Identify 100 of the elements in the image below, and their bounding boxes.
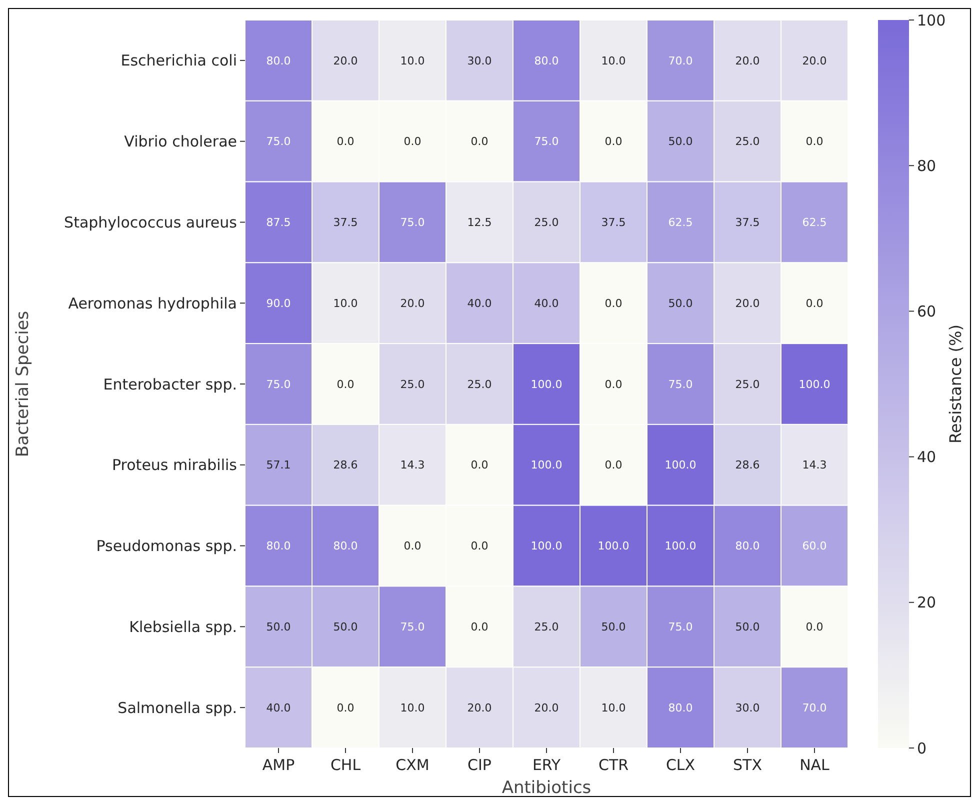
data-label: 20.0 [534,701,559,714]
data-label: 0.0 [470,620,488,634]
data-label: 20.0 [467,701,492,714]
data-label: 0.0 [806,296,824,310]
data-label: 0.0 [604,296,622,310]
data-label: 75.0 [668,378,693,391]
y-tick-label: Klebsiella spp. [129,618,237,636]
y-tick-label: Proteus mirabilis [112,456,238,474]
data-label: 10.0 [400,54,425,68]
data-label: 75.0 [266,135,291,148]
x-tick-label: CIP [468,756,492,774]
data-label: 10.0 [400,701,425,714]
data-label: 62.5 [668,216,693,230]
data-label: 75.0 [400,216,425,230]
data-label: 80.0 [534,54,559,68]
data-label: 50.0 [735,620,760,634]
color-bar-label: 100 [917,11,946,30]
data-label: 80.0 [333,540,358,553]
data-label: 0.0 [470,458,488,472]
data-label: 20.0 [333,54,358,68]
color-bar-label: 20 [917,594,936,612]
y-tick-label: Staphylococcus aureus [64,213,238,232]
data-label: 37.5 [735,216,760,230]
data-label: 75.0 [266,378,291,391]
data-label: 100.0 [798,378,830,391]
data-label: 75.0 [400,620,425,634]
data-label: 50.0 [668,135,693,148]
data-label: 10.0 [601,54,626,68]
data-label: 0.0 [604,458,622,472]
data-label: 25.0 [467,378,492,391]
y-tick-label: Salmonella spp. [118,698,237,717]
data-label: 37.5 [333,216,358,230]
data-label: 100.0 [598,540,630,553]
x-tick-label: ERY [532,756,562,774]
data-label: 37.5 [601,216,626,230]
data-label: 10.0 [333,296,358,310]
data-label: 100.0 [664,540,696,553]
data-label: 100.0 [664,458,696,472]
data-label: 25.0 [735,135,760,148]
color-bar-label: 80 [917,156,936,175]
data-label: 20.0 [735,54,760,68]
data-label: 80.0 [735,540,760,553]
data-label: 100.0 [530,458,562,472]
data-label: 0.0 [806,135,824,148]
data-label: 50.0 [668,296,693,310]
data-label: 25.0 [534,216,559,230]
data-label: 0.0 [404,540,422,553]
data-label: 14.3 [400,458,425,472]
data-label: 30.0 [467,54,492,68]
data-label: 30.0 [735,701,760,714]
data-label: 40.0 [467,296,492,310]
y-tick-label: Vibrio cholerae [124,132,237,151]
data-label: 0.0 [336,135,354,148]
data-label: 20.0 [735,296,760,310]
data-label: 40.0 [534,296,559,310]
data-label: 50.0 [266,620,291,634]
data-label: 0.0 [470,135,488,148]
x-tick-label: CLX [666,756,696,774]
x-tick-label: CXM [396,756,430,774]
data-label: 80.0 [266,54,291,68]
data-label: 90.0 [266,296,291,310]
x-tick-label: CHL [330,756,362,774]
y-tick-label: Aeromonas hydrophila [68,294,237,312]
y-tick-label: Escherichia coli [120,52,237,70]
data-label: 57.1 [266,458,291,472]
data-label: 0.0 [806,620,824,634]
data-label: 62.5 [802,216,827,230]
data-label: 25.0 [534,620,559,634]
data-label: 0.0 [604,135,622,148]
y-tick-label: Enterobacter spp. [103,375,237,394]
y-axis-title: Bacterial Species [13,310,33,458]
data-label: 14.3 [802,458,827,472]
y-tick-label: Pseudomonas spp. [96,537,237,556]
color-bar-label: 60 [917,302,936,320]
data-label: 50.0 [601,620,626,634]
data-label: 80.0 [668,701,693,714]
data-label: 10.0 [601,701,626,714]
data-label: 20.0 [400,296,425,310]
data-label: 87.5 [266,216,291,230]
data-label: 0.0 [604,378,622,391]
color-bar-label: 0 [917,739,927,758]
data-label: 50.0 [333,620,358,634]
data-label: 0.0 [404,135,422,148]
data-label: 20.0 [802,54,827,68]
data-label: 25.0 [735,378,760,391]
data-label: 70.0 [668,54,693,68]
data-label: 100.0 [530,378,562,391]
x-tick-label: AMP [262,756,295,774]
data-label: 0.0 [470,540,488,553]
data-label: 25.0 [400,378,425,391]
x-tick-label: STX [733,756,762,774]
data-label: 0.0 [336,378,354,391]
data-label: 28.6 [333,458,358,472]
data-label: 40.0 [266,701,291,714]
color-bar-title: Resistance (%) [946,324,965,444]
x-tick-label: NAL [800,756,830,774]
x-axis-title: Antibiotics [502,778,592,798]
data-label: 75.0 [534,135,559,148]
color-bar-label: 40 [917,448,936,466]
data-label: 28.6 [735,458,760,472]
